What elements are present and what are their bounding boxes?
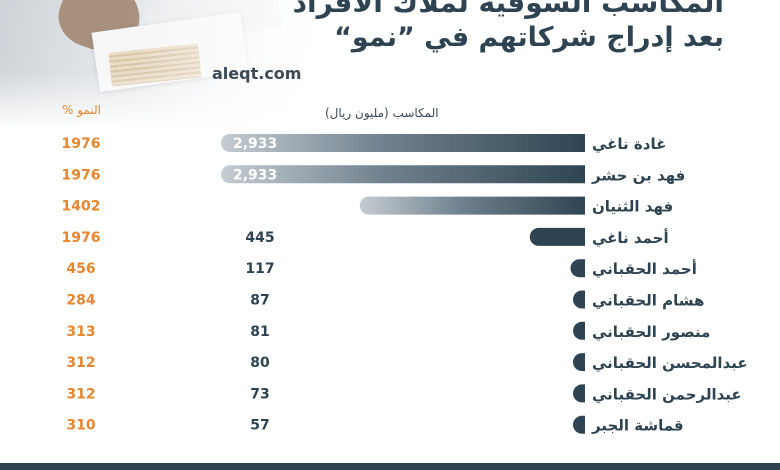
photo-fade <box>0 0 330 130</box>
value-label: 2,933 <box>233 136 277 152</box>
bar <box>221 165 585 184</box>
source-label: aleqt.com <box>212 64 302 83</box>
value-label: 2,933 <box>233 167 277 183</box>
value-label: 57 <box>250 418 269 434</box>
growth-label: 1976 <box>62 167 101 183</box>
growth-label: 1976 <box>62 230 101 246</box>
value-label: 81 <box>250 324 269 340</box>
bar <box>529 227 585 246</box>
value-label: 117 <box>245 261 274 277</box>
category-label: أحمد الحقباني <box>592 259 697 278</box>
category-label: هشام الحقباني <box>592 292 704 310</box>
bar <box>573 415 585 434</box>
growth-label: 456 <box>66 261 95 277</box>
category-label: منصور الحقباني <box>592 323 710 341</box>
growth-label: 312 <box>66 386 95 402</box>
value-label: 87 <box>250 293 269 309</box>
bottom-bar <box>0 463 780 470</box>
value-axis-label: المكاسب (مليون ريال) <box>325 106 439 120</box>
header-photo <box>0 0 330 130</box>
category-label: فهد بن حشر <box>591 166 685 184</box>
value-label: 1,815 <box>233 199 277 215</box>
category-label: أحمد ناغي <box>592 228 669 247</box>
value-label: 73 <box>250 386 269 402</box>
bar <box>359 196 585 215</box>
value-label: 80 <box>250 355 270 371</box>
growth-label: 1402 <box>62 199 101 215</box>
bar <box>573 353 585 372</box>
growth-column-header: النمو % <box>62 103 101 117</box>
category-label: قماشة الجبر <box>591 417 684 435</box>
growth-label: 313 <box>66 324 95 340</box>
chart-title-line1: المكاسب السوقية لملاك الأفراد <box>292 0 724 19</box>
growth-label: 284 <box>66 293 95 309</box>
category-label: غادة ناغي <box>592 135 666 153</box>
growth-label: 312 <box>66 355 95 371</box>
growth-label: 1976 <box>62 136 101 152</box>
category-label: فهد الثنيان <box>592 198 673 216</box>
growth-label: 310 <box>66 418 95 434</box>
bar <box>221 134 585 152</box>
bar <box>573 321 585 340</box>
chart-title-line2: بعد إدراج شركاتهم في ”نمو“ <box>334 22 724 53</box>
category-label: عبدالمحسن الحقباني <box>592 354 748 372</box>
bar <box>573 384 585 403</box>
bar <box>570 259 585 278</box>
value-label: 445 <box>245 230 274 246</box>
bar <box>573 290 585 309</box>
category-label: عبدالرحمن الحقباني <box>592 385 742 403</box>
